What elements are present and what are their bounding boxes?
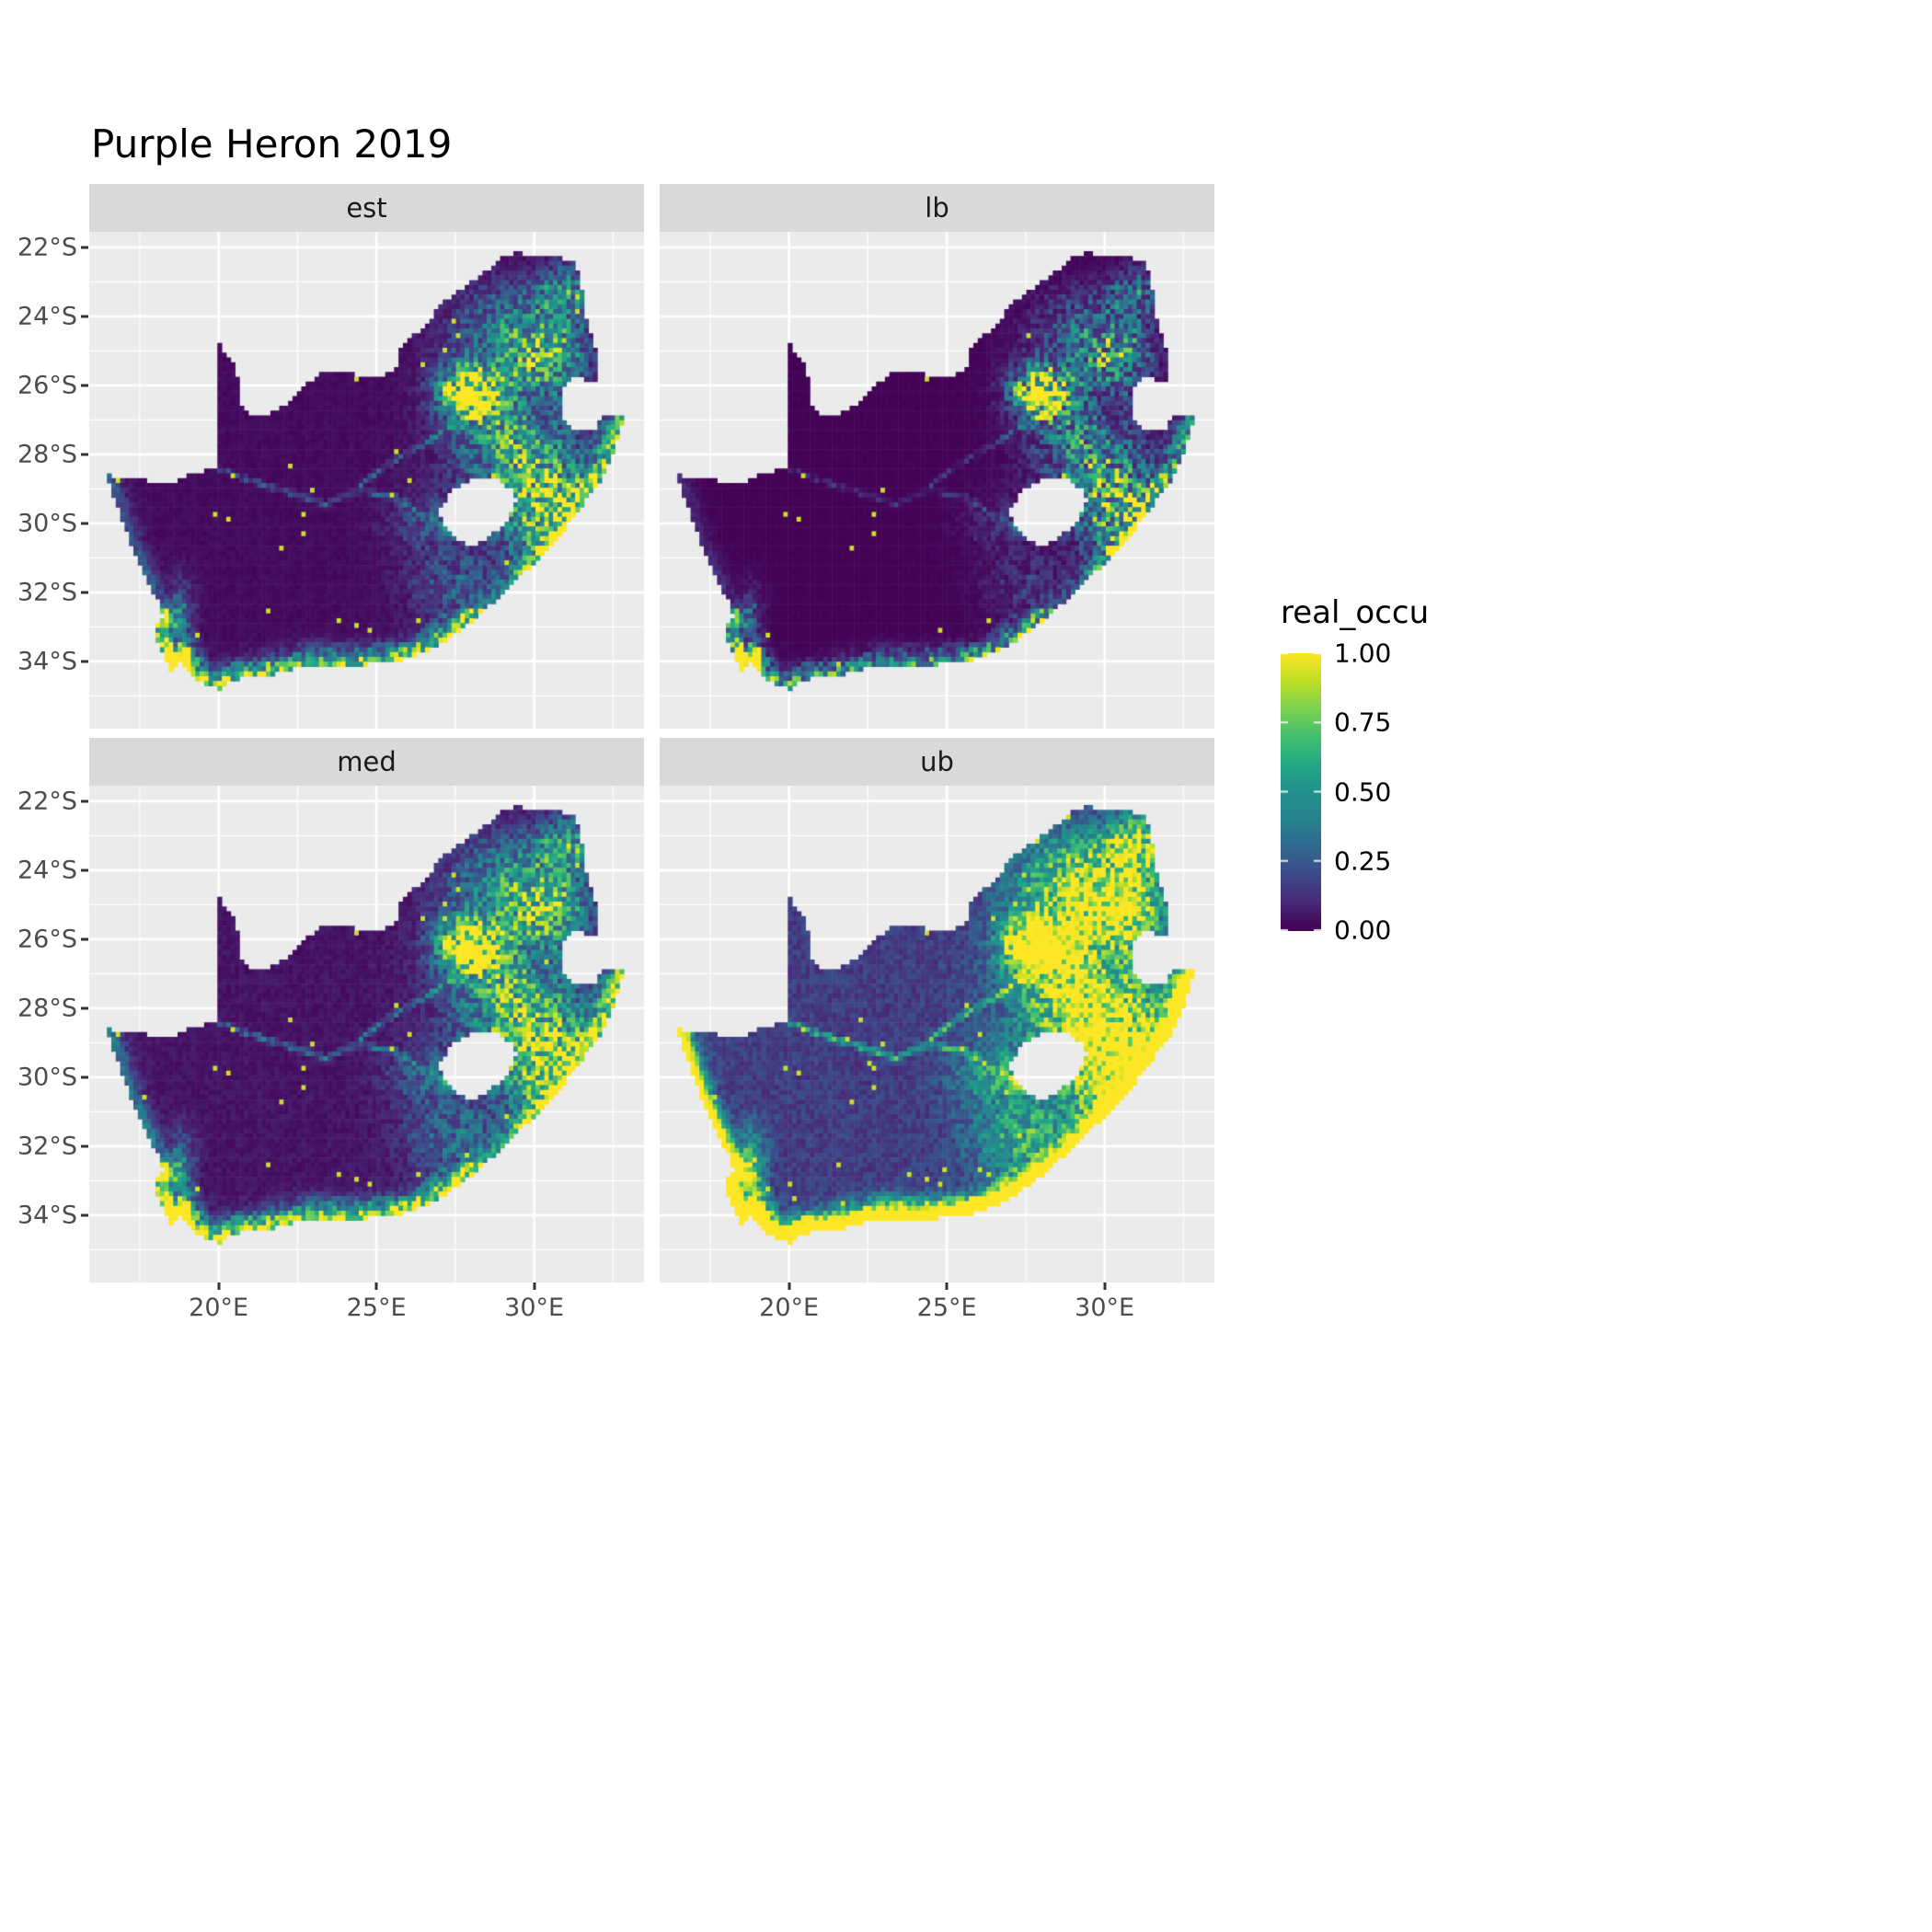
legend-tick-label: 0.00 <box>1334 914 1392 946</box>
y-axis-label: 28°S <box>17 440 77 469</box>
y-axis-tick <box>81 384 88 387</box>
y-axis-label: 24°S <box>17 302 77 331</box>
x-axis-tick <box>1103 1282 1107 1290</box>
y-axis-label: 24°S <box>17 856 77 885</box>
y-axis-tick <box>81 315 88 318</box>
x-axis-tick <box>533 1282 536 1290</box>
y-axis-tick <box>81 799 88 803</box>
x-axis-label: 20°E <box>759 1294 820 1322</box>
y-axis-tick <box>81 660 88 663</box>
facet-label-est: est <box>346 192 387 224</box>
legend-title: real_occu <box>1281 594 1430 631</box>
y-axis-label: 30°S <box>17 509 77 538</box>
legend-tick-label: 0.75 <box>1334 707 1392 738</box>
y-axis-tick <box>81 453 88 456</box>
facet-strip-ub: ub <box>660 738 1214 786</box>
y-axis-label: 30°S <box>17 1063 77 1092</box>
y-axis-label: 34°S <box>17 1201 77 1230</box>
y-axis-tick <box>81 522 88 525</box>
x-axis-label: 30°E <box>1075 1294 1135 1322</box>
x-axis-tick <box>788 1282 791 1290</box>
facet-panel-ub <box>660 786 1214 1282</box>
x-axis-label: 25°E <box>346 1294 407 1322</box>
facet-strip-med: med <box>89 738 644 786</box>
facet-label-ub: ub <box>920 746 954 777</box>
plot-title: Purple Heron 2019 <box>91 121 453 167</box>
facet-panel-lb <box>660 232 1214 729</box>
y-axis-label: 26°S <box>17 925 77 954</box>
legend-tick-label: 1.00 <box>1334 638 1392 669</box>
legend-tick-label: 0.50 <box>1334 776 1392 807</box>
y-axis-tick <box>81 937 88 941</box>
facet-strip-lb: lb <box>660 184 1214 232</box>
facet-label-lb: lb <box>925 192 949 224</box>
legend-tick-label: 0.25 <box>1334 845 1392 877</box>
x-axis-tick <box>217 1282 221 1290</box>
x-axis-label: 30°E <box>504 1294 565 1322</box>
y-axis-label: 22°S <box>17 233 77 262</box>
y-axis-label: 34°S <box>17 647 77 676</box>
y-axis-tick <box>81 868 88 872</box>
facet-panel-est <box>89 232 644 729</box>
x-axis-label: 20°E <box>189 1294 249 1322</box>
y-axis-tick <box>81 1144 88 1148</box>
y-axis-label: 32°S <box>17 1132 77 1161</box>
x-axis-tick <box>374 1282 378 1290</box>
y-axis-tick <box>81 1075 88 1079</box>
x-axis-label: 25°E <box>916 1294 977 1322</box>
facet-strip-est: est <box>89 184 644 232</box>
y-axis-tick <box>81 591 88 594</box>
y-axis-tick <box>81 246 88 249</box>
facet-label-med: med <box>337 746 397 777</box>
y-axis-label: 22°S <box>17 787 77 816</box>
y-axis-label: 26°S <box>17 371 77 400</box>
facet-panel-med <box>89 786 644 1282</box>
legend-colorbar <box>1281 653 1321 931</box>
x-axis-tick <box>945 1282 949 1290</box>
y-axis-tick <box>81 1213 88 1217</box>
y-axis-label: 28°S <box>17 994 77 1023</box>
y-axis-label: 32°S <box>17 578 77 607</box>
legend: real_occu 1.00 0.75 0.50 0.25 0.00 <box>1281 594 1483 999</box>
y-axis-tick <box>81 1006 88 1010</box>
